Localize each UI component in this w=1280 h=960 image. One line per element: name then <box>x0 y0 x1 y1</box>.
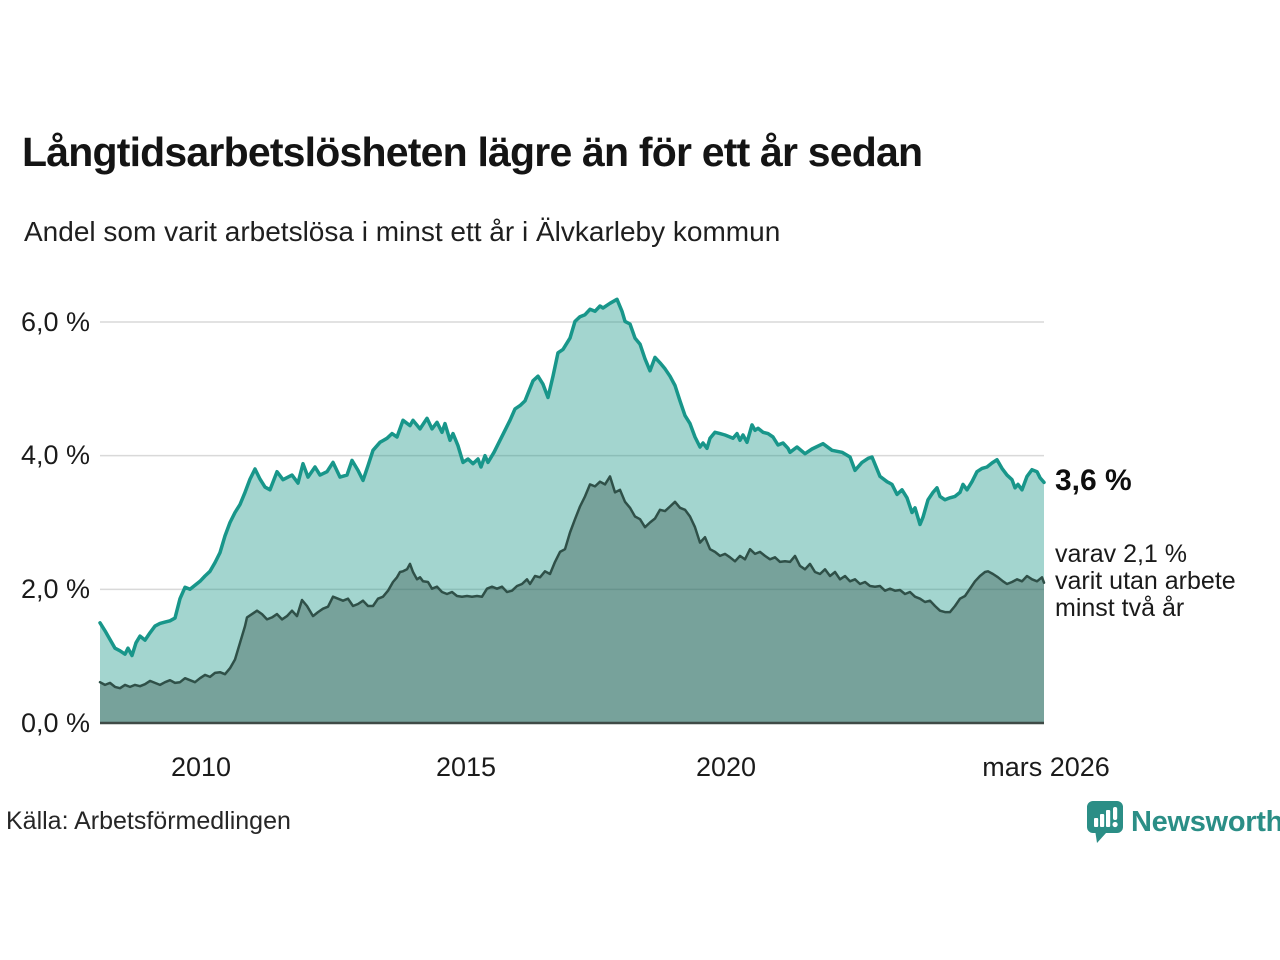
newsworthy-logo[interactable]: Newsworthy <box>1086 800 1280 844</box>
x-axis-tick-label: 2020 <box>695 752 757 782</box>
detail-line: varit utan arbete <box>1055 567 1236 595</box>
source-note: Källa: Arbetsförmedlingen <box>6 807 291 835</box>
detail-line: minst två år <box>1055 594 1185 622</box>
x-axis-tick-label: 2010 <box>170 752 232 782</box>
y-axis-tick-label: 6,0 % <box>20 307 90 337</box>
newsworthy-logo-icon <box>1086 800 1124 844</box>
newsworthy-brand-text: Newsworthy <box>1131 805 1280 838</box>
x-axis-tick-label: 2015 <box>435 752 497 782</box>
total-value-label: 3,6 % <box>1055 464 1132 497</box>
chart-subtitle: Andel som varit arbetslösa i minst ett å… <box>24 216 781 247</box>
page-title: Långtidsarbetslösheten lägre än för ett … <box>22 129 923 175</box>
y-axis-tick-label: 2,0 % <box>20 574 90 604</box>
x-axis-tick-label: mars 2026 <box>982 752 1110 782</box>
detail-value-label: varav 2,1 % varit utan arbete minst två … <box>1055 541 1236 622</box>
y-axis-tick-label: 0,0 % <box>20 708 90 738</box>
y-axis-tick-label: 4,0 % <box>20 440 90 470</box>
detail-line: varav 2,1 % <box>1055 540 1188 568</box>
